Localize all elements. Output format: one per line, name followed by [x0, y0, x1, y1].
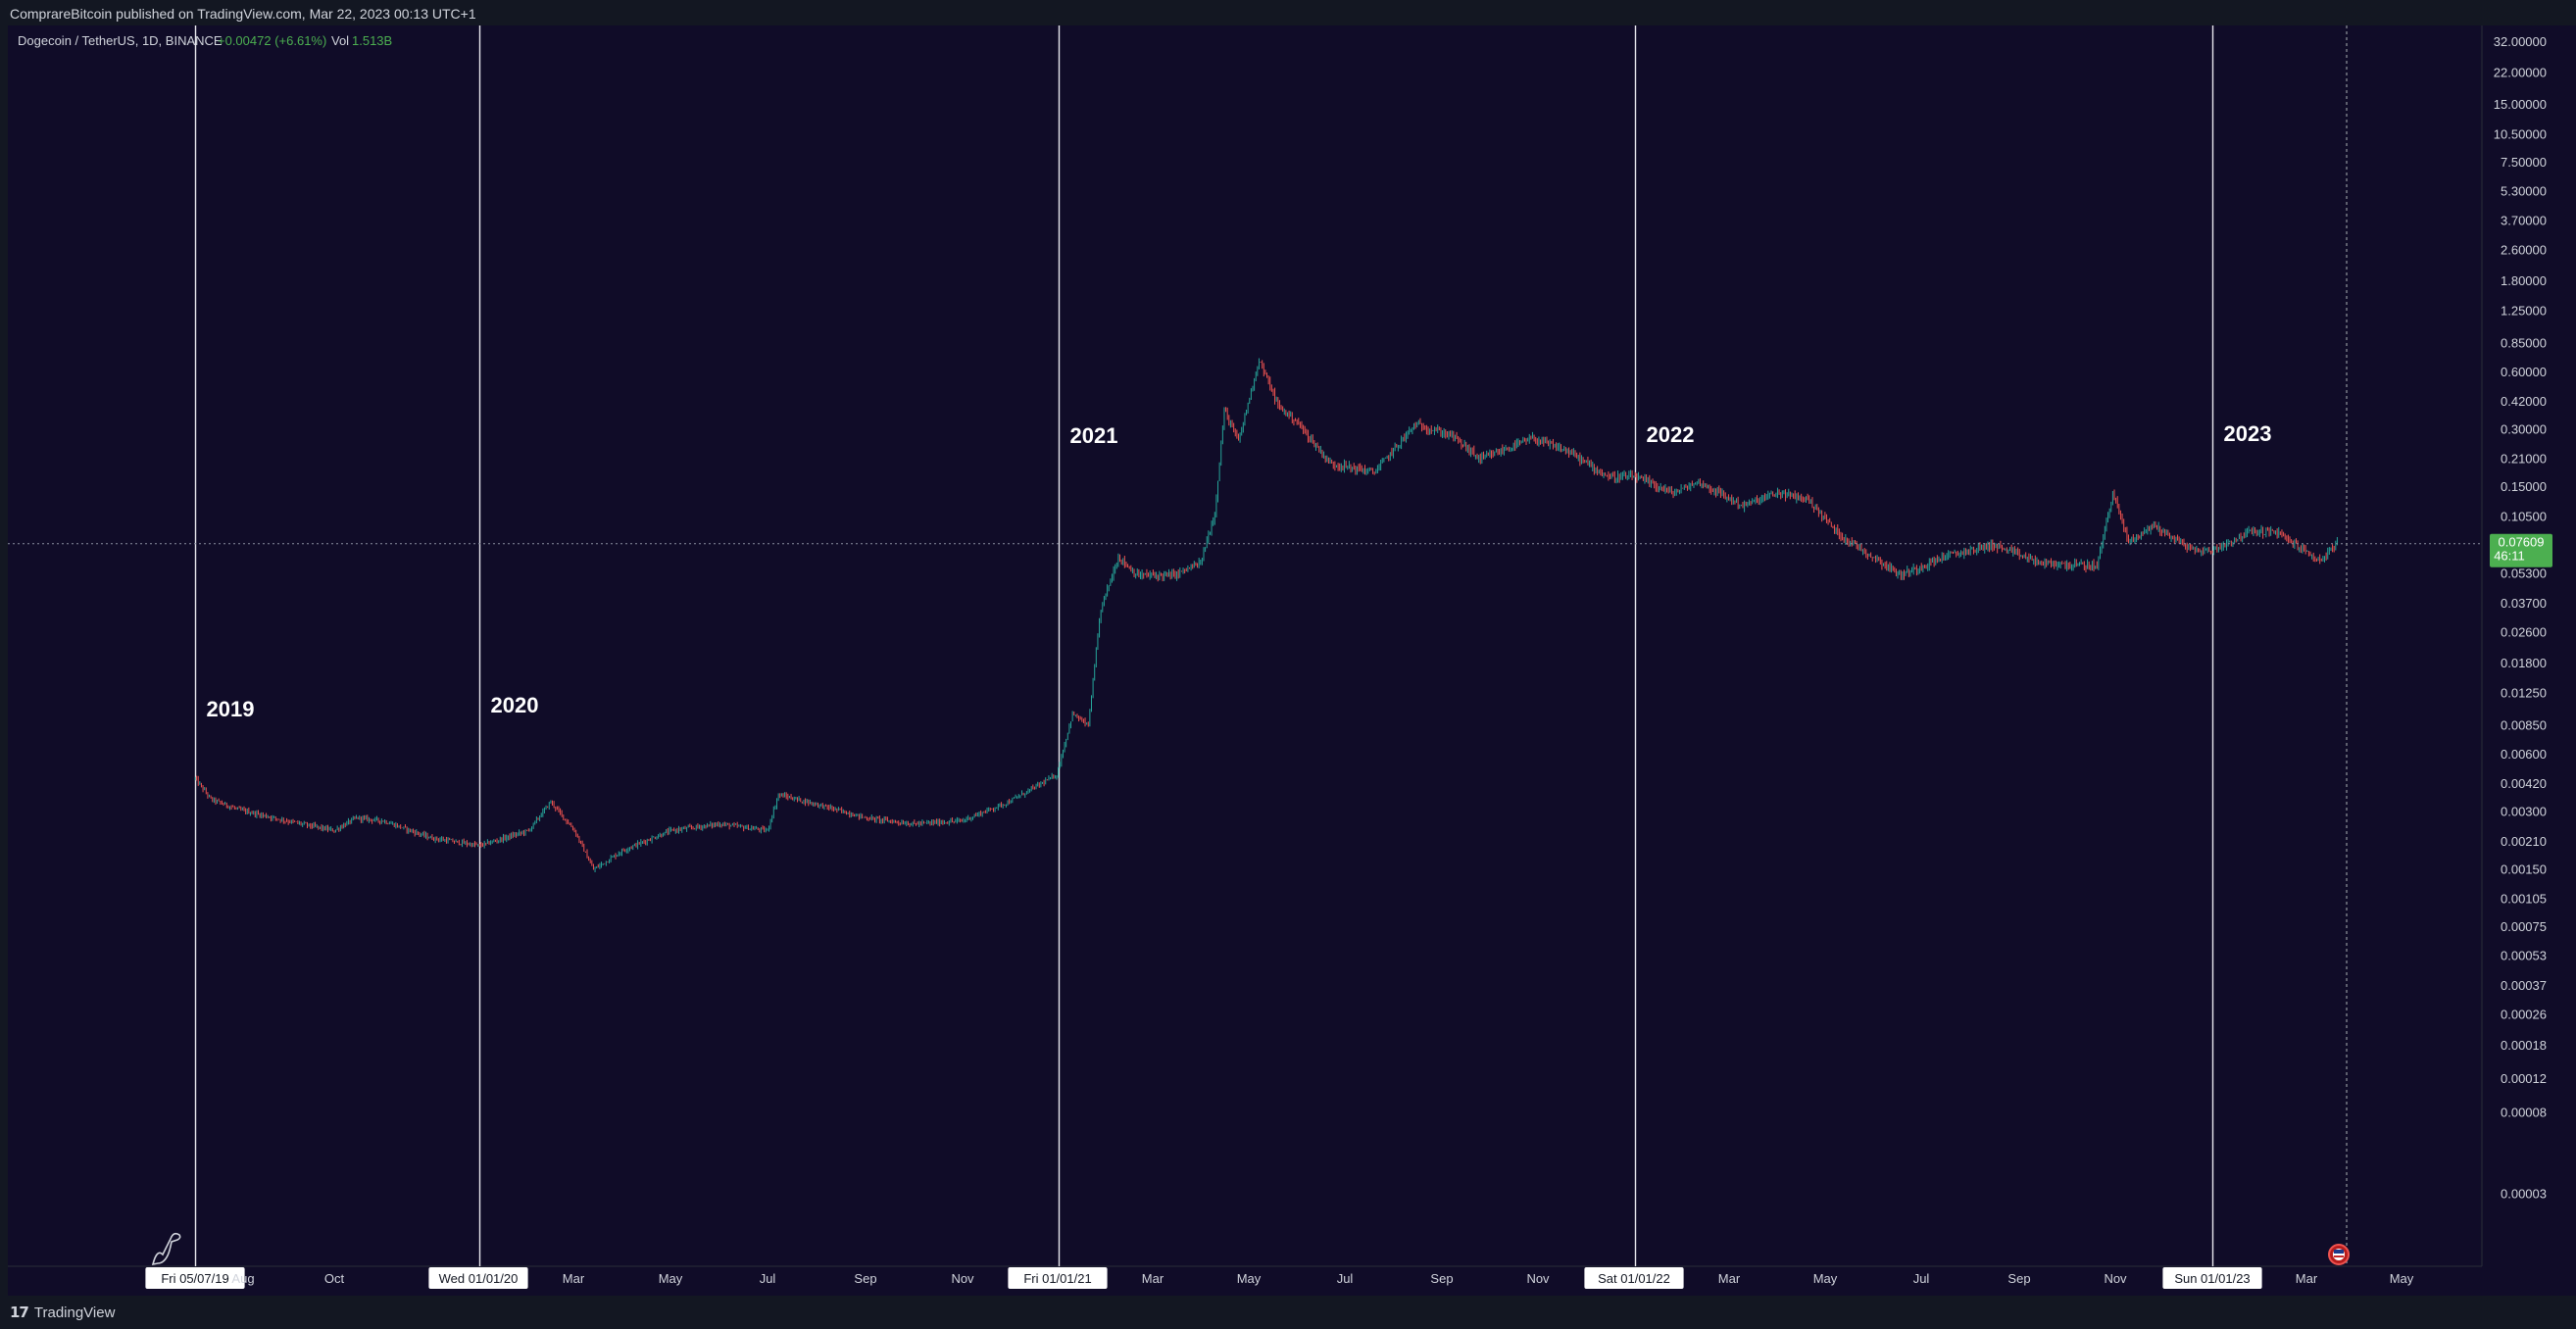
year-label-2021: 2021 [1070, 423, 1118, 448]
tradingview-logo-icon: 17 [10, 1304, 29, 1321]
year-label-2023: 2023 [2224, 421, 2272, 446]
year-labels: 2019 2020 2021 2022 2023 [207, 421, 2272, 721]
price-chart[interactable]: 2019 2020 2021 2022 2023 32.00000 22.00000 15.… [0, 25, 2576, 1296]
date-tick: Sun 01/01/23 [2174, 1271, 2250, 1286]
price-tick: 1.80000 [2501, 273, 2547, 288]
price-axis-ticks: 32.00000 22.00000 15.00000 10.50000 7.50000 5… [2494, 34, 2547, 1202]
date-tick: Oct [324, 1271, 345, 1286]
time-axis-ticks: Fri 05/07/19 Aug Oct Wed 01/01/20 Mar May Jul S… [145, 1267, 2414, 1289]
year-divider-lines [194, 25, 2214, 1266]
price-tick: 0.01800 [2501, 656, 2547, 670]
date-tick: Mar [2296, 1271, 2318, 1286]
price-tick: 0.10500 [2501, 509, 2547, 523]
candlestick-series [194, 358, 2338, 872]
price-tick: 0.02600 [2501, 625, 2547, 640]
date-tick: Sat 01/01/22 [1598, 1271, 1670, 1286]
price-tick: 0.00018 [2501, 1038, 2547, 1053]
date-tick: Aug [231, 1271, 254, 1286]
price-tick: 0.00850 [2501, 717, 2547, 732]
price-tick: 2.60000 [2501, 243, 2547, 258]
tradingview-brand-text: TradingView [33, 1304, 116, 1321]
price-tick: 0.00008 [2501, 1106, 2547, 1120]
date-tick: Mar [1142, 1271, 1164, 1286]
last-price-label: 0.07609 46:11 [2490, 533, 2552, 567]
price-tick: 0.00420 [2501, 776, 2547, 791]
legend-change: +0.00472 (+6.61%) [218, 33, 326, 48]
price-tick: 0.60000 [2501, 365, 2547, 379]
year-label-2019: 2019 [207, 697, 255, 721]
price-tick: 0.03700 [2501, 596, 2547, 611]
price-tick: 0.00105 [2501, 892, 2547, 907]
price-tick: 0.30000 [2501, 422, 2547, 437]
price-tick: 0.00210 [2501, 834, 2547, 849]
price-tick: 0.05300 [2501, 566, 2547, 580]
price-tick: 1.25000 [2501, 304, 2547, 319]
flag-icon[interactable] [2328, 1244, 2350, 1265]
date-tick: Fri 05/07/19 [161, 1271, 228, 1286]
year-label-2022: 2022 [1647, 422, 1695, 447]
price-tick: 0.85000 [2501, 335, 2547, 350]
last-price-label-bg [2490, 533, 2552, 567]
date-tick-bg [2162, 1267, 2262, 1289]
date-tick: Fri 01/01/21 [1023, 1271, 1091, 1286]
date-tick: Mar [563, 1271, 585, 1286]
price-tick: 0.00003 [2501, 1187, 2547, 1202]
legend-volume-label: Vol [331, 33, 349, 48]
price-tick: 15.00000 [2494, 97, 2547, 112]
legend-symbol: Dogecoin / TetherUS, 1D, BINANCE [18, 33, 223, 48]
price-tick: 5.30000 [2501, 183, 2547, 198]
price-tick: 0.00300 [2501, 805, 2547, 819]
price-tick: 0.21000 [2501, 452, 2547, 467]
date-tick: May [1237, 1271, 1262, 1286]
date-tick-bg [1008, 1267, 1108, 1289]
publication-header: ComprareBitcoin published on TradingView… [0, 0, 2576, 25]
date-tick: Nov [1526, 1271, 1550, 1286]
price-tick: 0.00012 [2501, 1071, 2547, 1086]
legend-volume-value: 1.513B [352, 33, 392, 48]
chart-legend: Dogecoin / TetherUS, 1D, BINANCE +0.0047… [18, 33, 392, 48]
chart-background [8, 25, 2482, 1266]
published-by-text: ComprareBitcoin published on TradingView… [10, 6, 476, 22]
date-tick-bg [428, 1267, 528, 1289]
price-tick: 32.00000 [2494, 34, 2547, 49]
price-axis-background [2482, 25, 2576, 1266]
date-tick: Sep [854, 1271, 876, 1286]
price-tick: 10.50000 [2494, 126, 2547, 141]
price-tick: 22.00000 [2494, 66, 2547, 80]
tradingview-logo[interactable]: 17 TradingView [10, 1304, 115, 1321]
price-tick: 0.01250 [2501, 686, 2547, 701]
date-tick: May [659, 1271, 683, 1286]
footer-bar: 17 TradingView [0, 1296, 2576, 1329]
date-tick: May [2390, 1271, 2414, 1286]
date-tick: Mar [1718, 1271, 1741, 1286]
date-tick: Jul [1913, 1271, 1930, 1286]
date-tick: Nov [951, 1271, 974, 1286]
date-tick: Jul [760, 1271, 776, 1286]
price-tick: 0.00026 [2501, 1008, 2547, 1022]
price-tick: 0.15000 [2501, 479, 2547, 494]
price-tick: 7.50000 [2501, 155, 2547, 170]
price-tick: 0.00150 [2501, 861, 2547, 876]
last-price-value: 0.07609 [2499, 535, 2545, 550]
date-tick: Nov [2104, 1271, 2127, 1286]
dino-icon[interactable] [151, 1232, 181, 1266]
price-tick: 0.42000 [2501, 394, 2547, 409]
price-tick: 0.00053 [2501, 948, 2547, 962]
date-tick: May [1813, 1271, 1838, 1286]
price-tick: 0.00600 [2501, 747, 2547, 762]
price-tick: 0.00075 [2501, 919, 2547, 934]
date-tick: Sep [1430, 1271, 1453, 1286]
price-tick: 3.70000 [2501, 214, 2547, 228]
date-tick-bg [145, 1267, 245, 1289]
bar-countdown: 46:11 [2494, 549, 2525, 564]
price-tick: 0.00037 [2501, 978, 2547, 993]
date-tick: Wed 01/01/20 [439, 1271, 519, 1286]
date-tick: Sep [2007, 1271, 2030, 1286]
year-label-2020: 2020 [491, 693, 539, 717]
date-tick-bg [1584, 1267, 1684, 1289]
date-tick: Jul [1337, 1271, 1354, 1286]
